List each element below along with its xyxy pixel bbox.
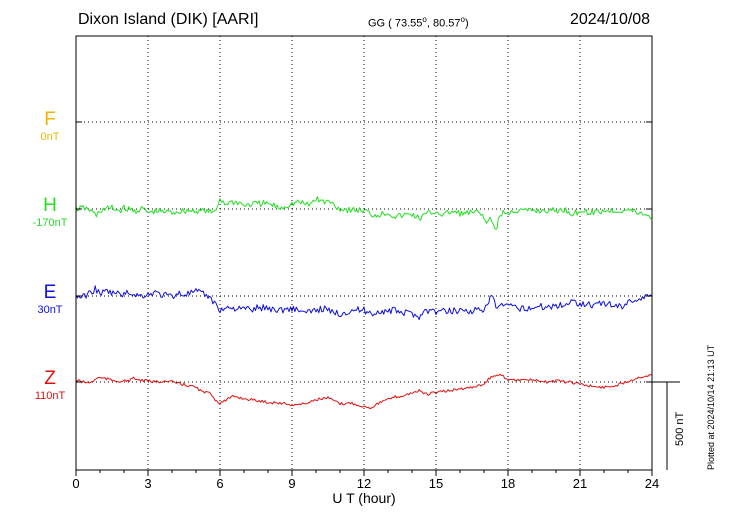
channel-baseline-e: 30nT	[37, 304, 63, 316]
x-tick-label-6: 6	[216, 476, 223, 491]
coord-lat: GG ( 73.55	[368, 17, 423, 30]
grid-lines	[76, 36, 652, 470]
channel-label-z: Z 110nT	[20, 369, 80, 403]
x-tick-label-21: 21	[573, 476, 587, 491]
channel-name-e: E	[43, 282, 57, 303]
x-tick-label-0: 0	[72, 476, 79, 491]
geographic-coordinates: GG ( 73.55o, 80.57o)	[368, 15, 469, 30]
x-tick-label-9: 9	[288, 476, 295, 491]
channel-label-f: F 0nT	[20, 110, 80, 144]
scale-bar	[652, 381, 680, 470]
x-axis-label: U T (hour)	[332, 490, 395, 506]
channel-baseline-z: 110nT	[34, 390, 66, 402]
plotted-timestamp: Plotted at 2024/10/14 21:13 UT	[706, 344, 716, 470]
station-title: Dixon Island (DIK) [AARI]	[78, 11, 259, 28]
channel-baseline-h: -170nT	[32, 217, 68, 229]
x-tick-label-15: 15	[429, 476, 443, 491]
channel-name-h: H	[43, 195, 57, 216]
scale-bar-label: 500 nT	[674, 411, 686, 446]
deg-mark-1: o	[422, 15, 427, 24]
series-line-h	[75, 196, 653, 230]
x-tick-label-12: 12	[357, 476, 371, 491]
plot-date: 2024/10/08	[570, 11, 651, 28]
channel-baseline-f: 0nT	[40, 131, 60, 143]
series-line-z	[75, 373, 653, 409]
x-tick-label-18: 18	[501, 476, 515, 491]
deg-mark-2: o	[460, 15, 465, 24]
series-line-e	[75, 285, 653, 321]
channel-name-f: F	[44, 109, 56, 130]
coord-lon: , 80.57	[426, 17, 461, 30]
channel-name-z: Z	[44, 368, 56, 389]
series-lines	[75, 196, 653, 409]
coord-close: )	[464, 17, 469, 30]
x-tick-label-24: 24	[645, 476, 659, 491]
channel-label-h: H -170nT	[20, 196, 80, 230]
x-tick-label-3: 3	[144, 476, 151, 491]
channel-label-e: E 30nT	[20, 283, 80, 317]
x-axis-ticks: 0 3 6 9 12 15 18 21 24	[72, 121, 659, 491]
